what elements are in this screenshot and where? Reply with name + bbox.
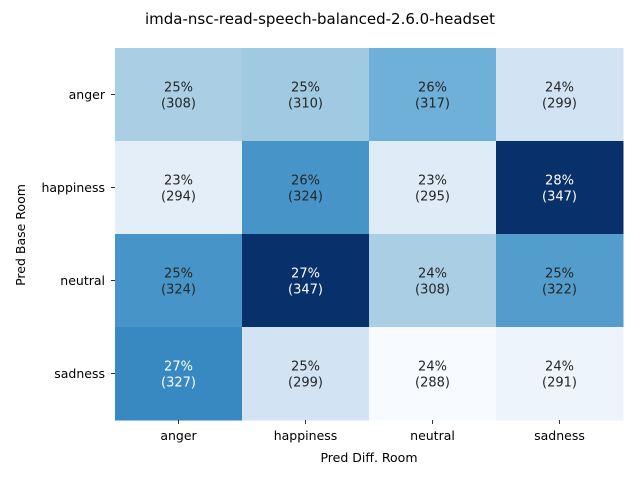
cell-count-label: (317) xyxy=(415,97,450,112)
heatmap-cell xyxy=(496,48,624,142)
cell-percent-label: 27% xyxy=(291,267,320,282)
cell-count-label: (299) xyxy=(542,97,577,112)
x-tick-label: happiness xyxy=(274,428,338,443)
cell-count-label: (288) xyxy=(415,376,450,391)
cell-percent-label: 25% xyxy=(164,267,193,282)
cell-percent-label: 25% xyxy=(164,81,193,96)
cell-count-label: (310) xyxy=(288,97,323,112)
y-axis-label: Pred Base Room xyxy=(13,184,28,286)
heatmap-cell xyxy=(496,327,624,421)
heatmap-cells xyxy=(115,48,624,421)
y-tick-label: sadness xyxy=(54,366,105,381)
cell-count-label: (322) xyxy=(542,283,577,298)
cell-percent-label: 24% xyxy=(418,267,447,282)
x-axis: anger happiness neutral sadness xyxy=(160,420,585,443)
cell-percent-label: 25% xyxy=(291,81,320,96)
heatmap-cell xyxy=(115,327,243,421)
y-tick-label: neutral xyxy=(60,273,105,288)
heatmap-cell xyxy=(242,141,370,235)
cell-percent-label: 28% xyxy=(545,174,574,189)
cell-percent-label: 24% xyxy=(545,81,574,96)
heatmap-cell xyxy=(242,327,370,421)
chart-title: imda-nsc-read-speech-balanced-2.6.0-head… xyxy=(145,10,495,28)
cell-count-label: (347) xyxy=(542,190,577,205)
cell-percent-label: 25% xyxy=(545,267,574,282)
heatmap-cell xyxy=(115,141,243,235)
x-axis-label: Pred Diff. Room xyxy=(320,450,417,465)
cell-percent-label: 27% xyxy=(164,360,193,375)
heatmap-cell xyxy=(496,141,624,235)
heatmap-cell xyxy=(369,48,497,142)
cell-count-label: (324) xyxy=(288,190,323,205)
cell-count-label: (324) xyxy=(161,283,196,298)
cell-count-label: (308) xyxy=(161,97,196,112)
cell-percent-label: 24% xyxy=(418,360,447,375)
heatmap-cell xyxy=(369,234,497,328)
cell-labels: 25%(308)25%(310)26%(317)24%(299)23%(294)… xyxy=(161,81,577,391)
heatmap-cell xyxy=(496,234,624,328)
cell-count-label: (308) xyxy=(415,283,450,298)
cell-percent-label: 26% xyxy=(418,81,447,96)
x-tick-label: neutral xyxy=(410,428,455,443)
x-tick-label: sadness xyxy=(534,428,585,443)
heatmap-cell xyxy=(369,141,497,235)
cell-count-label: (295) xyxy=(415,190,450,205)
heatmap-cell xyxy=(115,48,243,142)
cell-percent-label: 23% xyxy=(418,174,447,189)
y-axis: anger happiness neutral sadness xyxy=(41,87,115,381)
cell-count-label: (291) xyxy=(542,376,577,391)
heatmap-cell xyxy=(242,48,370,142)
y-tick-label: happiness xyxy=(41,180,105,195)
y-tick-label: anger xyxy=(69,87,106,102)
x-tick-label: anger xyxy=(160,428,197,443)
cell-count-label: (294) xyxy=(161,190,196,205)
cell-percent-label: 24% xyxy=(545,360,574,375)
cell-count-label: (347) xyxy=(288,283,323,298)
cell-percent-label: 23% xyxy=(164,174,193,189)
cell-count-label: (327) xyxy=(161,376,196,391)
heatmap-cell xyxy=(369,327,497,421)
cell-percent-label: 26% xyxy=(291,174,320,189)
heatmap-cell xyxy=(115,234,243,328)
heatmap-cell xyxy=(242,234,370,328)
cell-count-label: (299) xyxy=(288,376,323,391)
cell-percent-label: 25% xyxy=(291,360,320,375)
